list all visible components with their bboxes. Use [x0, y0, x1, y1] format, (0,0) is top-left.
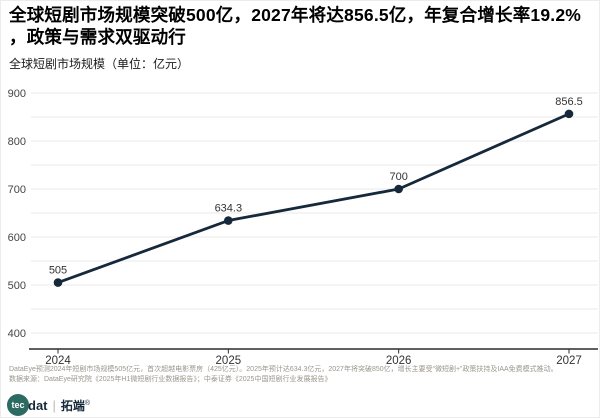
- tecdat-logo: tec dat | 拓端®: [7, 393, 90, 417]
- data-label: 856.5: [555, 96, 583, 108]
- y-tick-label: 700: [8, 184, 26, 196]
- data-label: 634.3: [215, 203, 243, 215]
- y-tick-label: 900: [8, 88, 26, 100]
- y-tick-label: 400: [8, 328, 26, 340]
- title-line-1: 全球短剧市场规模突破500亿，2027年将达856.5亿，年复合增长率19.2%: [9, 5, 582, 25]
- line-chart-svg: 900 800 700 600 500 400 2024 2025 2026 2027 505 634…: [8, 88, 598, 367]
- footnotes: DataEye预测2024年短剧市场规模505亿元，首次超越电影票房（425亿元…: [9, 365, 595, 385]
- x-tick-label: 2026: [386, 355, 412, 366]
- x-tick-label: 2024: [45, 355, 71, 366]
- tecdat-logo-wordmark: dat: [28, 397, 48, 413]
- data-label: 700: [389, 171, 407, 183]
- data-point: [224, 216, 233, 225]
- footnote-line-1: DataEye预测2024年短剧市场规模505亿元，首次超越电影票房（425亿元…: [9, 366, 558, 373]
- footnote-line-2: 数据来源：DataEye研究院《2025年H1微短剧行业数据报告》；中泰证券《2…: [9, 376, 332, 383]
- data-point: [53, 278, 63, 287]
- line-chart: 900 800 700 600 500 400 2024 2025 2026 2027 505 634…: [1, 81, 599, 367]
- x-tick-label: 2025: [216, 355, 242, 366]
- data-label: 505: [49, 265, 67, 277]
- y-tick-label: 600: [8, 232, 26, 244]
- logo-divider: |: [52, 397, 56, 413]
- tecdat-logo-circle: tec: [7, 394, 29, 416]
- chart-subtitle: 全球短剧市场规模（单位：亿元）: [9, 57, 190, 71]
- data-point: [564, 109, 574, 119]
- logo-cn-text: 拓端: [60, 398, 85, 413]
- y-tick-label: 800: [8, 136, 26, 148]
- title-line-2: ，政策与需求双驱动行: [9, 27, 186, 47]
- registered-mark: ®: [84, 399, 91, 407]
- tecdat-logo-cn-name: 拓端®: [61, 397, 90, 414]
- data-line: [56, 112, 571, 285]
- y-tick-label: 500: [8, 280, 26, 292]
- data-point: [394, 184, 403, 194]
- x-tick-label: 2027: [556, 355, 582, 366]
- page-title: 全球短剧市场规模突破500亿，2027年将达856.5亿，年复合增长率19.2%…: [9, 4, 593, 48]
